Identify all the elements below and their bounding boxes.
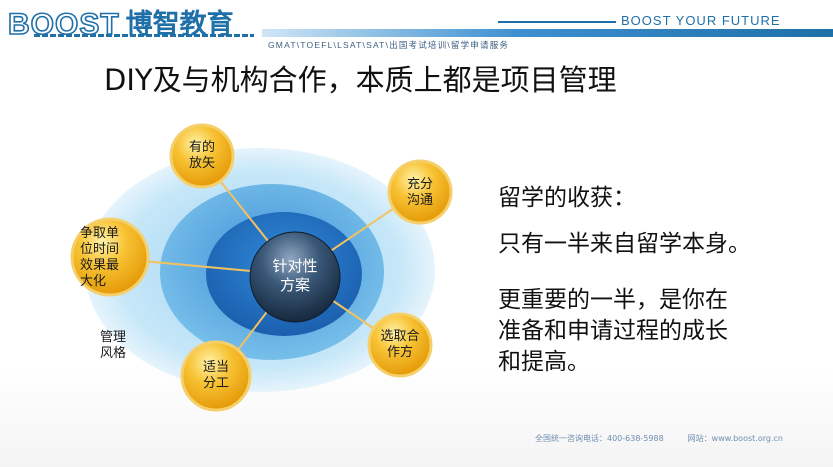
center-label: 针对性 方案 [265, 257, 325, 295]
slide-title: DIY及与机构合作，本质上都是项目管理 [104, 63, 617, 97]
center-label-line: 方案 [279, 276, 310, 294]
node-top [169, 123, 235, 189]
node-label-line: 分工 [202, 376, 229, 391]
node-label-line: 放矢 [188, 156, 215, 171]
node-label-line: 大化 [80, 274, 107, 289]
node-label-line: 选取合 [380, 329, 420, 344]
node-top-label: 有的 放矢 [172, 140, 232, 172]
node-bottom-label: 适当 分工 [186, 360, 246, 392]
node-right-top [387, 159, 453, 225]
management-style-label: 管理 风格 [100, 330, 126, 362]
gains-line-improve: 和提高。 [498, 349, 590, 375]
node-right-top-label: 充分 沟通 [390, 177, 450, 209]
brand-logo: BOOST 博智教育 [7, 6, 233, 44]
gains-heading: 留学的收获： [498, 185, 636, 211]
outside-label-line: 风格 [100, 346, 127, 361]
gains-line-more: 更重要的一半，是你在 [498, 287, 728, 313]
footer-contact: 全国统一咨询电话：400-638-5988 网站：www.boost.org.c… [535, 434, 783, 443]
node-label-line: 效果最 [80, 258, 120, 273]
node-label-line: 充分 [406, 177, 433, 192]
node-label-line: 有的 [188, 140, 215, 155]
node-label-line: 作方 [386, 345, 413, 360]
logo-underline [34, 34, 254, 37]
management-diagram: 针对性 方案 有的 放矢 充分 沟通 争取单 位时间 效果最 大化 选取合 作方… [40, 120, 480, 420]
node-label-line: 沟通 [406, 193, 433, 208]
node-label-line: 适当 [202, 360, 229, 375]
tagline: BOOST YOUR FUTURE [621, 13, 781, 28]
node-left-label: 争取单 位时间 效果最 大化 [80, 226, 140, 290]
outside-label-line: 管理 [100, 330, 127, 345]
gains-line-half: 只有一半来自留学本身。 [498, 231, 751, 257]
center-label-line: 针对性 [272, 257, 318, 275]
node-label-line: 位时间 [80, 242, 120, 257]
node-bottom [180, 340, 252, 412]
tagline-rule [498, 21, 616, 23]
node-right-bottom-label: 选取合 作方 [370, 329, 430, 361]
gains-line-growth: 准备和申请过程的成长 [498, 318, 728, 344]
node-label-line: 争取单 [80, 226, 120, 241]
header-gradient-bar [262, 29, 833, 37]
center-circle [249, 231, 341, 323]
services-line: GMAT\TOEFL\LSAT\SAT\出国考试培训\留学申请服务 [268, 40, 510, 50]
node-right-bottom [367, 312, 433, 378]
node-left [70, 217, 150, 297]
diagram-graphic [70, 123, 453, 412]
